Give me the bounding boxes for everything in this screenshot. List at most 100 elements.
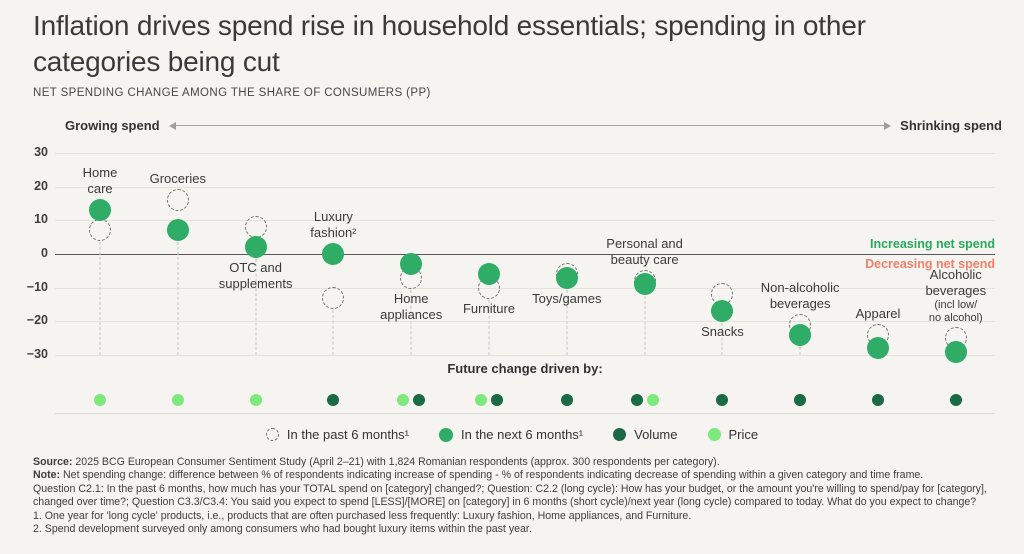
chart-legend: In the past 6 months¹ In the next 6 mont… [0, 427, 1024, 442]
footnote-2: 2. Spend development surveyed only among… [33, 523, 532, 536]
green-dot-icon [439, 427, 453, 442]
source-label: Source: [33, 456, 73, 468]
volume-driver-dot [327, 394, 340, 406]
gridline--30 [55, 355, 995, 356]
legend-item-price: Price [707, 427, 759, 442]
source-text: 2025 BCG European Consumer Sentiment Stu… [75, 456, 720, 468]
arrow-shaft [175, 124, 885, 127]
leader-line [488, 299, 490, 355]
gridline-10 [55, 220, 995, 222]
category-label: Alcoholic beverages (incl low/no alcohol) [925, 267, 987, 325]
category-label: Apparel [855, 305, 901, 321]
footnotes: Source: 2025 BCG European Consumer Senti… [33, 456, 994, 536]
chart-subtitle: NET SPENDING CHANGE AMONG THE SHARE OF C… [33, 87, 431, 99]
price-driver-dot [94, 394, 106, 406]
arrow-right-head-icon [884, 121, 892, 130]
past-6-months-dot [89, 219, 111, 242]
gridline--10 [55, 287, 995, 289]
category-label: Toys/games [532, 290, 602, 306]
gridline--20 [55, 321, 995, 323]
next-6-months-dot [867, 337, 889, 360]
spend-direction-header: Growing spend Shrinking spend [65, 118, 1002, 133]
next-6-months-dot [322, 243, 345, 265]
volume-driver-dot [491, 394, 503, 406]
legend-label-past: In the past 6 months¹ [286, 427, 409, 442]
leader-line [99, 242, 101, 355]
price-driver-dot [249, 394, 262, 406]
category-label: Home care [82, 165, 118, 197]
gridline-30 [55, 153, 995, 154]
category-label: Non-alcoholic beverages [760, 279, 840, 311]
y-tick--20: −20 [26, 313, 48, 328]
light-green-dot-icon [707, 428, 721, 441]
dark-green-dot-icon [613, 428, 627, 441]
price-driver-dot [397, 394, 410, 406]
y-tick--30: −30 [26, 347, 48, 361]
leader-line [566, 289, 568, 355]
note-line: Note: Net spending change: difference be… [33, 469, 994, 482]
category-label: OTC and supplements [218, 260, 293, 292]
footnote-1: 1. One year for 'long cycle' products, i… [33, 509, 692, 522]
volume-driver-dot [794, 394, 807, 406]
leader-line [332, 309, 334, 355]
volume-driver-dot [413, 394, 426, 406]
category-label: Furniture [462, 300, 516, 316]
next-6-months-dot [555, 266, 578, 289]
note-text: Net spending change: difference between … [63, 469, 924, 482]
legend-item-volume: Volume [613, 427, 678, 442]
volume-driver-dot [560, 394, 573, 406]
category-label: Groceries [149, 171, 206, 187]
volume-driver-dot [716, 394, 729, 406]
zero-line [55, 254, 995, 256]
leader-line [410, 289, 412, 355]
price-driver-dot [171, 394, 184, 406]
category-label: Snacks [701, 324, 744, 340]
growing-spend-label: Growing spend [65, 118, 160, 133]
next-6-months-dot [400, 253, 423, 276]
leader-line [721, 323, 723, 355]
category-label: Home appliances [380, 290, 443, 322]
increasing-net-spend-label: Increasing net spend [869, 237, 995, 251]
volume-driver-dot [949, 394, 962, 406]
next-6-months-dot [711, 300, 734, 323]
y-tick-0: 0 [41, 246, 48, 260]
legend-label-next: In the next 6 months¹ [461, 427, 584, 442]
price-driver-dot [646, 394, 659, 406]
note-label: Note: [33, 469, 61, 482]
leader-line [255, 259, 257, 355]
category-label: Personal and beauty care [606, 235, 683, 267]
y-tick-20: 20 [34, 178, 48, 193]
dashed-circle-icon [265, 428, 279, 441]
double-arrow-icon [168, 121, 892, 130]
questions-line: Question C2.1: In the past 6 months, how… [33, 482, 987, 509]
volume-driver-dot [872, 394, 884, 406]
gridline-20 [55, 186, 995, 188]
divider-line [55, 413, 995, 414]
leader-line [644, 296, 646, 355]
legend-label-price: Price [728, 427, 759, 442]
past-6-months-dot [166, 189, 189, 212]
shrinking-spend-label: Shrinking spend [900, 118, 1002, 133]
y-tick-30: 30 [34, 145, 48, 159]
next-6-months-dot [166, 219, 189, 242]
past-6-months-dot [322, 286, 345, 309]
price-driver-dot [475, 394, 487, 406]
page-title: Inflation drives spend rise in household… [33, 10, 866, 77]
future-change-driver-label: Future change driven by: [447, 361, 603, 376]
next-6-months-dot [89, 199, 111, 222]
legend-label-volume: Volume [634, 427, 678, 442]
y-tick--10: −10 [26, 279, 48, 294]
next-6-months-dot [633, 273, 656, 296]
legend-item-past: In the past 6 months¹ [265, 427, 409, 442]
next-6-months-dot [244, 236, 267, 259]
source-line: Source: 2025 BCG European Consumer Senti… [33, 456, 994, 469]
leader-line [177, 242, 179, 355]
category-label: Luxury fashion² [310, 209, 357, 240]
y-tick-10: 10 [34, 212, 48, 227]
arrow-left-head-icon [168, 121, 176, 130]
next-6-months-dot [478, 263, 500, 286]
volume-driver-dot [630, 394, 643, 406]
decreasing-net-spend-label: Decreasing net spend [865, 257, 995, 271]
